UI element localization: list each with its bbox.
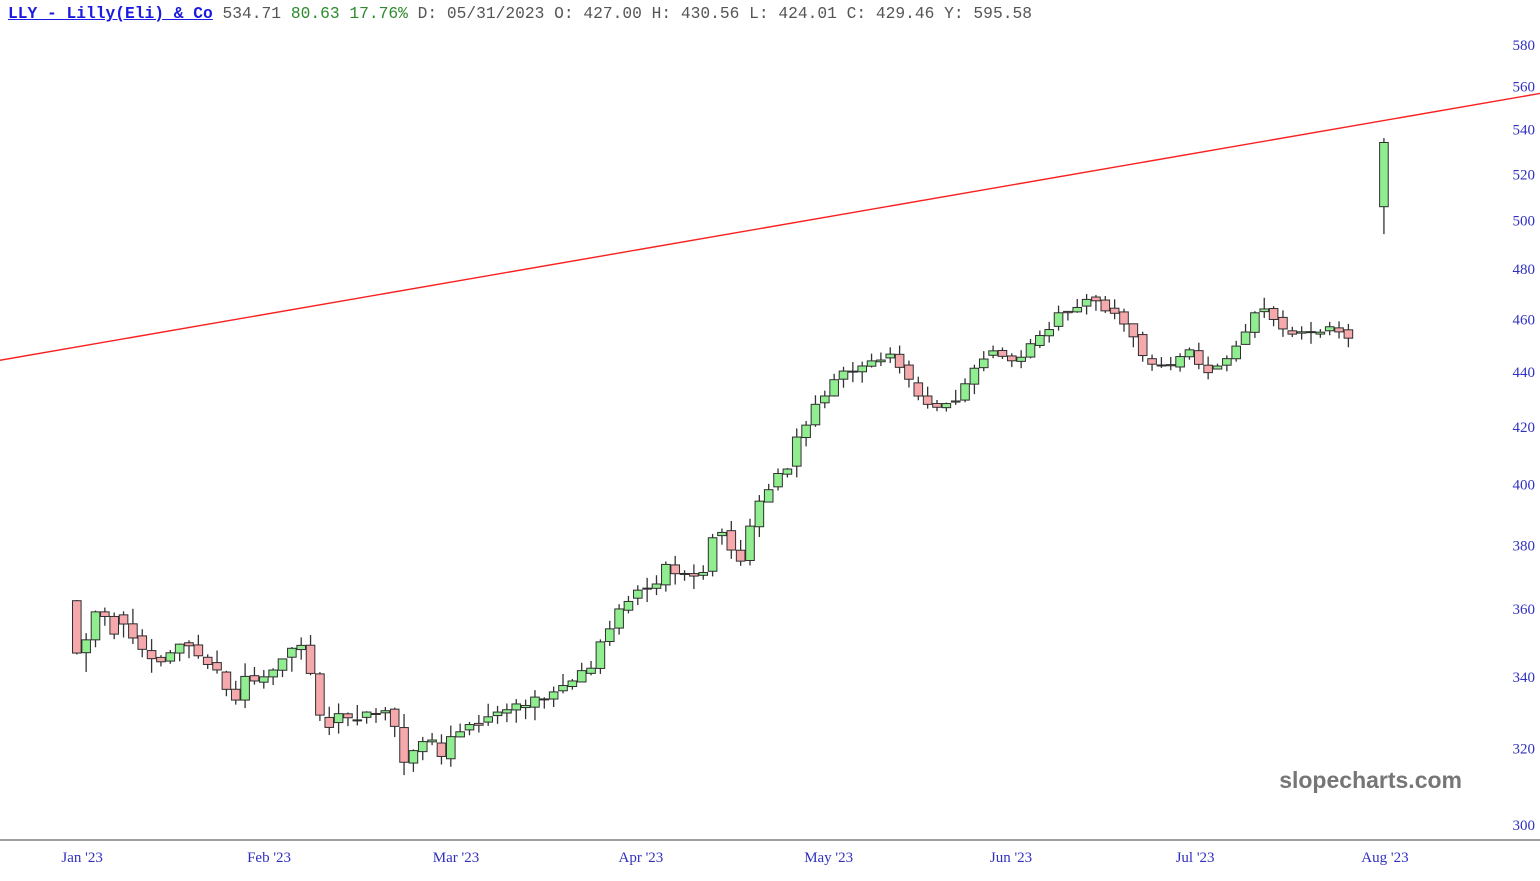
svg-text:Mar '23: Mar '23 <box>433 850 479 866</box>
svg-text:Feb '23: Feb '23 <box>247 850 291 866</box>
svg-text:480: 480 <box>1513 262 1536 278</box>
svg-text:540: 540 <box>1513 123 1536 139</box>
svg-text:Jul '23: Jul '23 <box>1176 850 1215 866</box>
svg-text:400: 400 <box>1513 478 1536 494</box>
svg-text:Apr '23: Apr '23 <box>619 850 664 866</box>
svg-text:580: 580 <box>1513 38 1536 54</box>
svg-text:300: 300 <box>1513 818 1536 834</box>
svg-text:460: 460 <box>1513 312 1536 328</box>
svg-text:Jun '23: Jun '23 <box>990 850 1032 866</box>
svg-text:380: 380 <box>1513 538 1536 554</box>
svg-text:Aug '23: Aug '23 <box>1361 850 1408 866</box>
svg-text:360: 360 <box>1513 602 1536 618</box>
svg-text:560: 560 <box>1513 80 1536 96</box>
svg-text:320: 320 <box>1513 742 1536 758</box>
svg-text:Jan '23: Jan '23 <box>61 850 102 866</box>
svg-text:440: 440 <box>1513 365 1536 381</box>
svg-text:500: 500 <box>1513 214 1536 230</box>
svg-text:420: 420 <box>1513 420 1536 436</box>
svg-text:May '23: May '23 <box>804 850 853 866</box>
svg-text:340: 340 <box>1513 670 1536 686</box>
svg-text:520: 520 <box>1513 167 1536 183</box>
